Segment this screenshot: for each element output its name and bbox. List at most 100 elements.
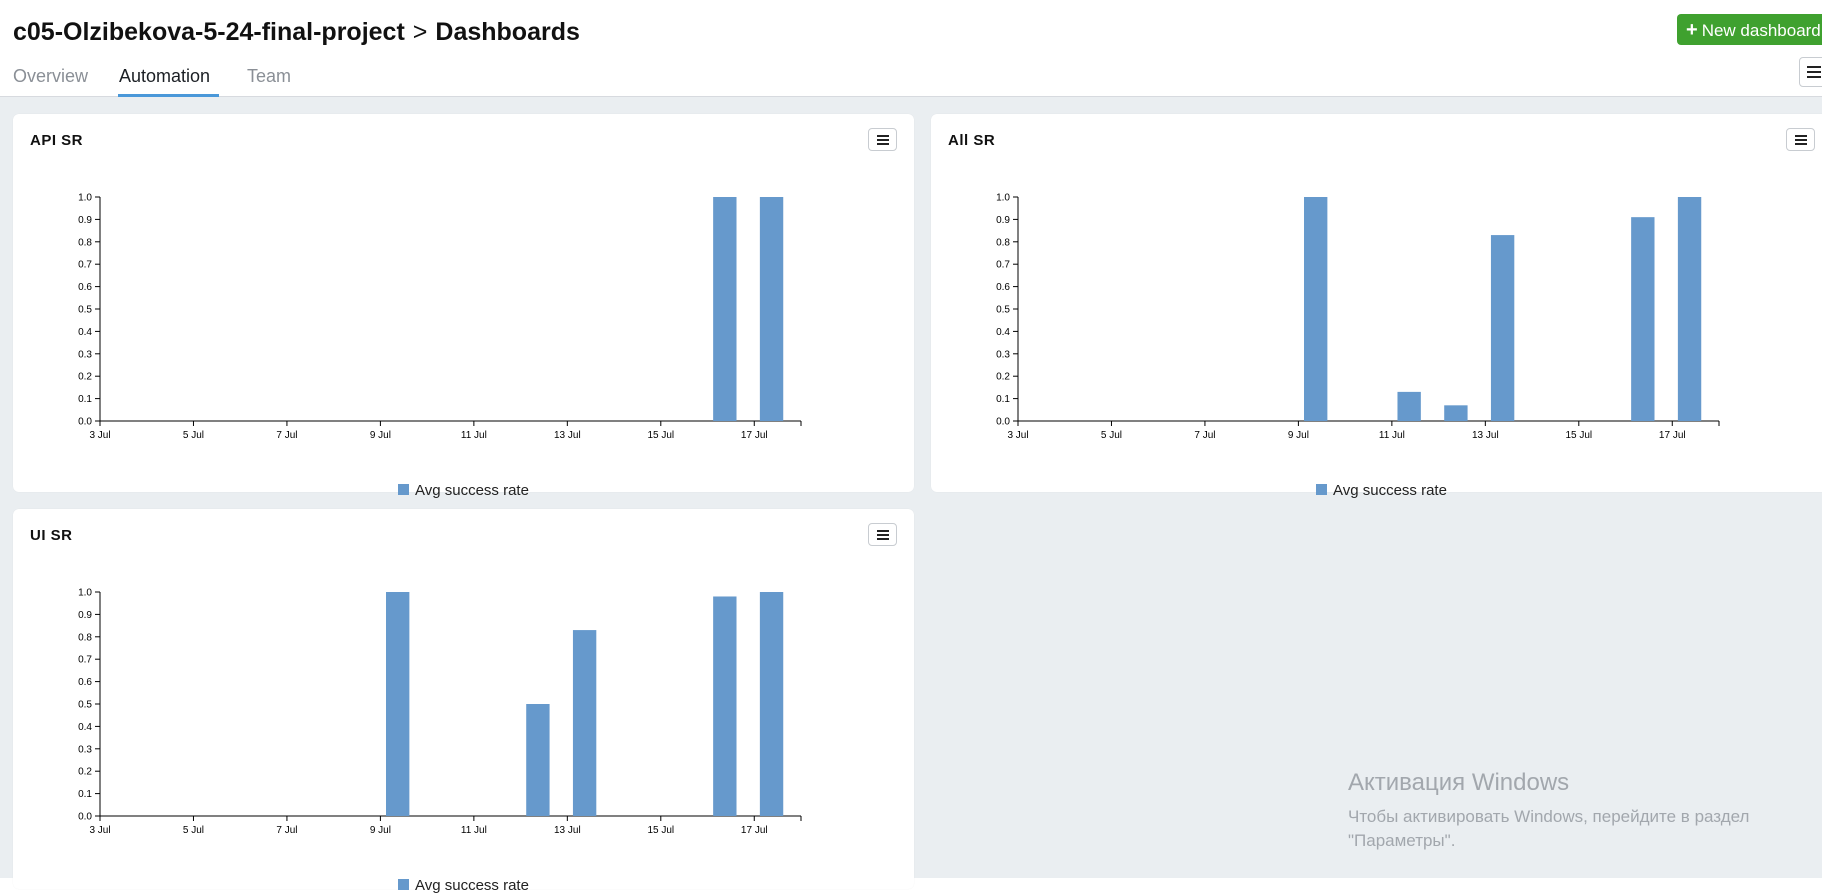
new-dashboard-label: New dashboard — [1701, 21, 1821, 40]
y-tick-label: 0.2 — [78, 767, 92, 778]
y-tick-label: 0.8 — [78, 237, 92, 248]
x-tick-label: 5 Jul — [183, 825, 204, 836]
x-tick-label: 7 Jul — [276, 825, 297, 836]
chart-bar — [759, 197, 784, 421]
y-tick-label: 0.8 — [78, 632, 92, 643]
y-tick-label: 0.7 — [78, 260, 92, 271]
chart-legend[interactable]: Avg success rate — [1316, 482, 1447, 499]
y-tick-label: 0.9 — [996, 215, 1010, 226]
y-tick-label: 0.0 — [78, 812, 92, 823]
y-tick-label: 0.1 — [78, 394, 92, 405]
x-tick-label: 15 Jul — [647, 825, 674, 836]
side-menu-button[interactable] — [1799, 57, 1822, 87]
chart-api-sr: 0.0 0.1 0.2 0.3 0.4 0.5 0.6 0.7 0.8 0.9 1.0 3 Jul 5 … — [78, 193, 802, 441]
chart-plot: 0.0 0.1 0.2 0.3 0.4 0.5 0.6 0.7 0.8 0.9 1.0 3 Jul 5 … — [78, 588, 802, 836]
y-tick-label: 0.5 — [78, 305, 92, 316]
legend-swatch — [398, 879, 409, 890]
x-tick-label: 9 Jul — [370, 430, 391, 441]
y-tick-label: 0.5 — [996, 305, 1010, 316]
breadcrumb: c05-Olzibekova-5-24-final-project > Dashbo… — [13, 18, 580, 47]
watermark-line-1: Чтобы активировать Windows, перейдите в … — [1348, 807, 1750, 826]
x-tick-label: 3 Jul — [89, 430, 110, 441]
chart-legend[interactable]: Avg success rate — [398, 877, 529, 894]
breadcrumb-project[interactable]: c05-Olzibekova-5-24-final-project — [13, 18, 405, 46]
y-tick-label: 0.8 — [996, 237, 1010, 248]
y-tick-label: 0.5 — [78, 700, 92, 711]
y-tick-label: 0.4 — [78, 722, 92, 733]
x-tick-label: 15 Jul — [1565, 430, 1592, 441]
chart-bar — [526, 704, 550, 816]
y-tick-label: 0.4 — [78, 327, 92, 338]
legend-label: Avg success rate — [415, 877, 529, 894]
x-tick-label: 17 Jul — [1659, 430, 1686, 441]
y-tick-label: 0.6 — [996, 282, 1010, 293]
watermark-title: Активация Windows — [1348, 769, 1570, 796]
chart-bar — [713, 197, 737, 421]
chart-bar — [1677, 197, 1702, 421]
y-tick-label: 1.0 — [78, 588, 92, 599]
y-tick-label: 0.9 — [78, 610, 92, 621]
y-tick-label: 0.1 — [78, 789, 92, 800]
y-tick-label: 0.4 — [996, 327, 1010, 338]
x-tick-label: 11 Jul — [461, 430, 487, 441]
legend-label: Avg success rate — [415, 482, 529, 499]
chart-bar — [1490, 235, 1515, 421]
y-tick-label: 0.0 — [78, 417, 92, 428]
watermark-line-2: "Параметры". — [1348, 831, 1456, 850]
chart-legend[interactable]: Avg success rate — [398, 482, 529, 499]
chart-bar — [713, 596, 737, 816]
y-tick-label: 0.1 — [996, 394, 1010, 405]
y-tick-label: 0.6 — [78, 677, 92, 688]
y-tick-label: 0.6 — [78, 282, 92, 293]
x-tick-label: 13 Jul — [1472, 430, 1499, 441]
breadcrumb-separator: > — [412, 18, 428, 46]
y-tick-label: 0.9 — [78, 215, 92, 226]
chart-bar — [1304, 197, 1328, 421]
x-tick-label: 7 Jul — [276, 430, 297, 441]
chart-bar — [1444, 405, 1468, 421]
chart-plot: 0.0 0.1 0.2 0.3 0.4 0.5 0.6 0.7 0.8 0.9 1.0 3 Jul 5 … — [78, 193, 802, 441]
tab-automation[interactable]: Automation — [118, 60, 219, 97]
tab-overview[interactable]: Overview — [13, 66, 89, 86]
legend-swatch — [398, 484, 409, 495]
panel-all-sr: All SR 0.0 0.1 0.2 0.3 0.4 0.5 0.6 0.7 0.8 0.9 1.0… — [931, 114, 1822, 499]
chart-plot: 0.0 0.1 0.2 0.3 0.4 0.5 0.6 0.7 0.8 0.9 1.0 3 Jul 5 … — [996, 193, 1720, 441]
panel-menu-button[interactable] — [868, 128, 897, 151]
plus-icon: + — [1686, 19, 1698, 41]
legend-label: Avg success rate — [1333, 482, 1447, 499]
page-header: c05-Olzibekova-5-24-final-project > Dashbo… — [0, 0, 1822, 97]
y-tick-label: 1.0 — [78, 193, 92, 204]
panel-title: UI SR — [30, 527, 73, 544]
panel-menu-button[interactable] — [1786, 128, 1815, 151]
chart-bar — [759, 592, 784, 816]
y-tick-label: 0.3 — [78, 744, 92, 755]
y-tick-label: 0.2 — [996, 372, 1010, 383]
x-tick-label: 13 Jul — [554, 825, 581, 836]
x-tick-label: 9 Jul — [370, 825, 391, 836]
x-tick-label: 11 Jul — [1379, 430, 1405, 441]
y-tick-label: 0.3 — [78, 349, 92, 360]
y-tick-label: 0.7 — [996, 260, 1010, 271]
new-dashboard-button[interactable]: + New dashboard — [1677, 14, 1822, 45]
breadcrumb-current: Dashboards — [435, 18, 580, 46]
y-tick-label: 0.2 — [78, 372, 92, 383]
x-tick-label: 3 Jul — [1007, 430, 1028, 441]
panel-menu-button[interactable] — [868, 523, 897, 546]
chart-bar — [1397, 391, 1421, 421]
y-tick-label: 0.3 — [996, 349, 1010, 360]
x-tick-label: 9 Jul — [1288, 430, 1309, 441]
panel-title: All SR — [948, 132, 996, 149]
panel-api-sr: API SR 0.0 0.1 0.2 0.3 0.4 0.5 0.6 0.7 0.8 0.9 1.0… — [13, 114, 914, 499]
x-tick-label: 3 Jul — [89, 825, 110, 836]
x-tick-label: 17 Jul — [741, 825, 768, 836]
x-tick-label: 5 Jul — [183, 430, 204, 441]
dashboard-grid: API SR 0.0 0.1 0.2 0.3 0.4 0.5 0.6 0.7 0.8 0.9 1.0… — [0, 97, 1822, 894]
x-tick-label: 15 Jul — [647, 430, 674, 441]
panel-title: API SR — [30, 132, 84, 149]
chart-bar — [386, 592, 410, 816]
legend-swatch — [1316, 484, 1327, 495]
tab-team[interactable]: Team — [247, 66, 292, 86]
chart-bar — [572, 630, 597, 816]
x-tick-label: 5 Jul — [1101, 430, 1122, 441]
y-tick-label: 1.0 — [996, 193, 1010, 204]
